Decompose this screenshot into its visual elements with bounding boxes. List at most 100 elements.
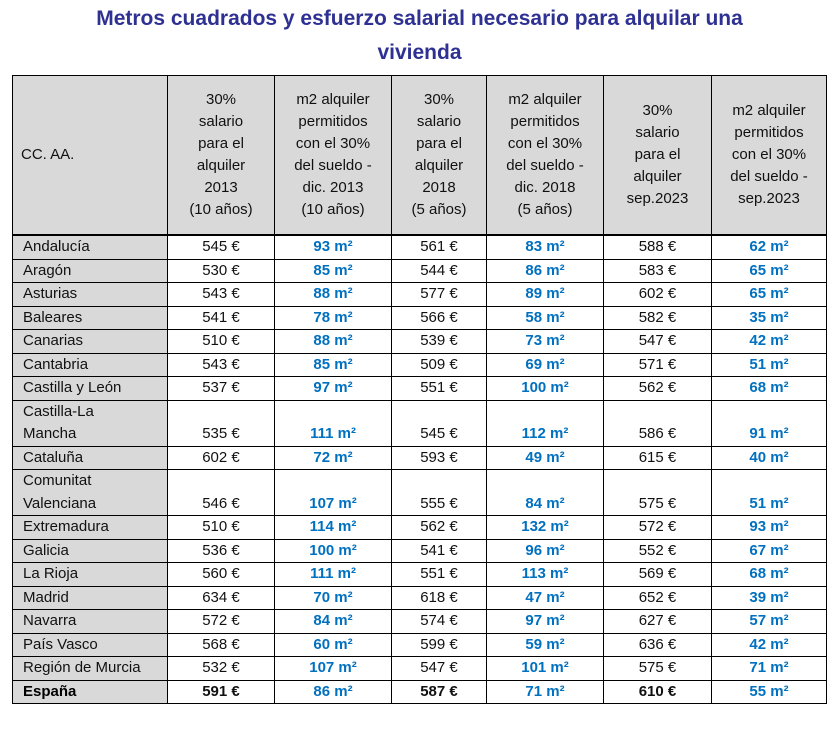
value-cell: 544 € [391,258,487,283]
value-cell: 111 m² [274,562,392,587]
value-cell: 545 € [391,399,487,447]
value-cell: 51 m² [711,469,827,516]
header-cell: m2 alquiler permitidos con el 30% del su… [274,75,392,236]
table-row: Región de Murcia 532 €107 m² 547 €101 m² 57… [12,656,827,681]
value-cell: 536 € [167,538,275,563]
table-row: La Rioja 560 €111 m² 551 €113 m² 569 €68 m² [12,562,827,587]
value-cell: 547 € [391,656,487,681]
value-cell: 547 € [603,329,712,354]
value-cell: 593 € [391,445,487,470]
value-cell: 93 m² [711,515,827,540]
value-cell: 71 m² [711,656,827,681]
value-cell: 107 m² [274,656,392,681]
value-cell: 100 m² [486,376,604,401]
value-cell: 546 € [167,469,275,516]
value-cell: 57 m² [711,609,827,634]
region-cell: País Vasco [12,632,168,657]
value-cell: 88 m² [274,282,392,307]
value-cell: 543 € [167,352,275,377]
table-row: Asturias 543 €88 m² 577 €89 m² 602 €65 m² [12,282,827,307]
value-cell: 85 m² [274,352,392,377]
value-cell: 562 € [391,515,487,540]
value-cell: 599 € [391,632,487,657]
value-cell: 583 € [603,258,712,283]
value-cell: 610 € [603,679,712,704]
value-cell: 71 m² [486,679,604,704]
value-cell: 577 € [391,282,487,307]
value-cell: 67 m² [711,538,827,563]
value-cell: 561 € [391,234,487,260]
value-cell: 72 m² [274,445,392,470]
value-cell: 51 m² [711,352,827,377]
region-cell: Castilla y León [12,376,168,401]
header-cell: 30% salario para el alquiler 2013 (10 añ… [167,75,275,236]
region-cell: La Rioja [12,562,168,587]
value-cell: 562 € [603,376,712,401]
region-cell: Aragón [12,258,168,283]
value-cell: 86 m² [274,679,392,704]
value-cell: 49 m² [486,445,604,470]
value-cell: 574 € [391,609,487,634]
table-row: Castilla y León 537 €97 m² 551 €100 m² 562 … [12,376,827,401]
value-cell: 60 m² [274,632,392,657]
region-cell: Galicia [12,538,168,563]
value-cell: 58 m² [486,305,604,330]
value-cell: 541 € [391,538,487,563]
table-row: Andalucía 545 €93 m² 561 €83 m² 588 €62 m² [12,234,827,260]
value-cell: 97 m² [274,376,392,401]
value-cell: 83 m² [486,234,604,260]
value-cell: 509 € [391,352,487,377]
header-cell: m2 alquiler permitidos con el 30% del su… [486,75,604,236]
value-cell: 40 m² [711,445,827,470]
region-cell: Comunitat Valenciana [12,469,168,516]
value-cell: 588 € [603,234,712,260]
region-cell: Madrid [12,585,168,610]
header-cell: m2 alquiler permitidos con el 30% del su… [711,75,827,236]
value-cell: 59 m² [486,632,604,657]
value-cell: 85 m² [274,258,392,283]
value-cell: 575 € [603,469,712,516]
region-cell: Canarias [12,329,168,354]
value-cell: 568 € [167,632,275,657]
value-cell: 68 m² [711,562,827,587]
value-cell: 93 m² [274,234,392,260]
table-row: Madrid 634 €70 m² 618 €47 m² 652 €39 m² [12,585,827,610]
table-row: Extremadura 510 €114 m² 562 €132 m² 572 €93… [12,515,827,540]
value-cell: 543 € [167,282,275,307]
header-cell: 30% salario para el alquiler sep.2023 [603,75,712,236]
value-cell: 65 m² [711,258,827,283]
value-cell: 111 m² [274,399,392,447]
value-cell: 587 € [391,679,487,704]
value-cell: 572 € [603,515,712,540]
value-cell: 510 € [167,329,275,354]
value-cell: 73 m² [486,329,604,354]
table-row: Navarra 572 €84 m² 574 €97 m² 627 €57 m² [12,609,827,634]
value-cell: 618 € [391,585,487,610]
table-row: Cantabria 543 €85 m² 509 €69 m² 571 €51 m² [12,352,827,377]
value-cell: 571 € [603,352,712,377]
value-cell: 545 € [167,234,275,260]
header-cell: 30% salario para el alquiler 2018 (5 año… [391,75,487,236]
value-cell: 530 € [167,258,275,283]
value-cell: 510 € [167,515,275,540]
value-cell: 615 € [603,445,712,470]
value-cell: 114 m² [274,515,392,540]
value-cell: 35 m² [711,305,827,330]
value-cell: 537 € [167,376,275,401]
value-cell: 575 € [603,656,712,681]
value-cell: 636 € [603,632,712,657]
title: Metros cuadrados y esfuerzo salarial nec… [96,7,743,64]
value-cell: 68 m² [711,376,827,401]
value-cell: 100 m² [274,538,392,563]
value-cell: 582 € [603,305,712,330]
value-cell: 65 m² [711,282,827,307]
table-row: Cataluña 602 €72 m² 593 €49 m² 615 €40 m² [12,445,827,470]
region-cell: Andalucía [12,234,168,260]
value-cell: 107 m² [274,469,392,516]
value-cell: 89 m² [486,282,604,307]
value-cell: 62 m² [711,234,827,260]
value-cell: 539 € [391,329,487,354]
value-cell: 42 m² [711,329,827,354]
table-row: España 591 €86 m² 587 €71 m² 610 €55 m² [12,679,827,704]
